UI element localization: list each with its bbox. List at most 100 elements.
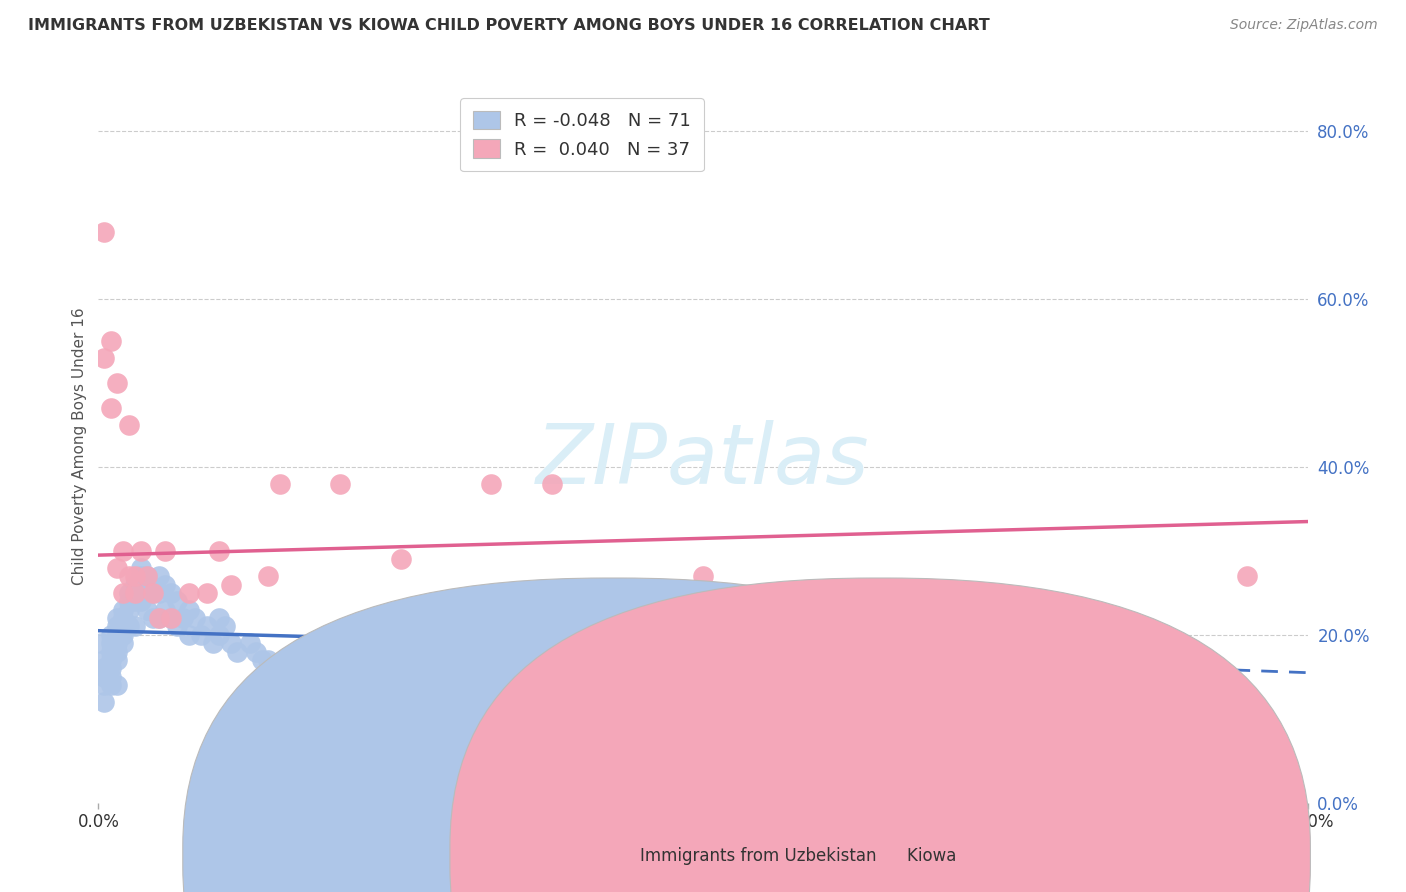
Point <box>129 544 152 558</box>
Point <box>124 594 146 608</box>
Point <box>148 611 170 625</box>
Point <box>129 569 152 583</box>
Point <box>316 678 339 692</box>
Point <box>239 636 262 650</box>
Point <box>100 670 122 684</box>
Point <box>239 695 262 709</box>
Point <box>226 645 249 659</box>
Point <box>118 603 141 617</box>
Point <box>105 560 128 574</box>
Point <box>93 678 115 692</box>
Point <box>208 611 231 625</box>
Y-axis label: Child Poverty Among Boys Under 16: Child Poverty Among Boys Under 16 <box>72 307 87 585</box>
Point <box>142 586 165 600</box>
Point <box>148 586 170 600</box>
Point <box>142 586 165 600</box>
Point <box>100 645 122 659</box>
Point <box>813 611 835 625</box>
Point <box>105 376 128 390</box>
Text: Immigrants from Uzbekistan: Immigrants from Uzbekistan <box>619 847 876 865</box>
Point <box>93 661 115 675</box>
Point <box>93 653 115 667</box>
Point <box>100 628 122 642</box>
Point <box>135 569 157 583</box>
Point <box>105 653 128 667</box>
Point <box>111 636 134 650</box>
Point <box>135 577 157 591</box>
Point <box>118 586 141 600</box>
Point <box>160 611 183 625</box>
Point <box>166 619 188 633</box>
Point <box>256 569 278 583</box>
Point <box>250 653 273 667</box>
Text: IMMIGRANTS FROM UZBEKISTAN VS KIOWA CHILD POVERTY AMONG BOYS UNDER 16 CORRELATIO: IMMIGRANTS FROM UZBEKISTAN VS KIOWA CHIL… <box>28 18 990 33</box>
Point <box>124 586 146 600</box>
Point <box>269 476 291 491</box>
Point <box>1236 569 1258 583</box>
Point <box>873 603 896 617</box>
Point <box>100 334 122 348</box>
Point <box>299 670 322 684</box>
Legend: R = -0.048   N = 71, R =  0.040   N = 37: R = -0.048 N = 71, R = 0.040 N = 37 <box>460 98 704 171</box>
Point <box>221 577 243 591</box>
Point <box>281 670 304 684</box>
Point <box>111 628 134 642</box>
Point <box>100 636 122 650</box>
Point <box>105 678 128 692</box>
Point <box>153 603 176 617</box>
Point <box>208 628 231 642</box>
Point <box>389 552 412 566</box>
Point <box>245 645 267 659</box>
Point <box>129 560 152 574</box>
Point <box>184 611 207 625</box>
Point <box>111 544 134 558</box>
Point <box>214 619 236 633</box>
Point <box>195 619 218 633</box>
Point <box>111 586 134 600</box>
Point <box>153 577 176 591</box>
Point <box>160 586 183 600</box>
Point <box>111 619 134 633</box>
Point <box>93 351 115 365</box>
Point <box>118 594 141 608</box>
Point <box>124 619 146 633</box>
Point <box>631 586 654 600</box>
Point <box>166 594 188 608</box>
Point <box>202 636 225 650</box>
Point <box>93 670 115 684</box>
Point <box>540 476 562 491</box>
Point <box>329 476 352 491</box>
Point <box>179 586 201 600</box>
Point <box>100 678 122 692</box>
Point <box>160 611 183 625</box>
Point <box>142 611 165 625</box>
Point <box>93 695 115 709</box>
Point <box>172 611 194 625</box>
Point <box>481 476 503 491</box>
Point <box>148 611 170 625</box>
Point <box>571 603 593 617</box>
Point <box>360 678 382 692</box>
Point <box>195 586 218 600</box>
Text: Source: ZipAtlas.com: Source: ZipAtlas.com <box>1230 18 1378 32</box>
Point <box>124 586 146 600</box>
Point <box>105 619 128 633</box>
Point <box>135 603 157 617</box>
Point <box>100 661 122 675</box>
Point <box>105 628 128 642</box>
Point <box>208 544 231 558</box>
Point <box>179 628 201 642</box>
Point <box>135 569 157 583</box>
Point <box>93 225 115 239</box>
Point <box>111 603 134 617</box>
Point <box>105 636 128 650</box>
Point <box>221 636 243 650</box>
Point <box>105 611 128 625</box>
Point <box>661 611 683 625</box>
Point <box>129 594 152 608</box>
Point <box>100 653 122 667</box>
Point <box>965 619 987 633</box>
Point <box>179 603 201 617</box>
Text: ZIPatlas: ZIPatlas <box>536 420 870 500</box>
Point <box>100 401 122 416</box>
